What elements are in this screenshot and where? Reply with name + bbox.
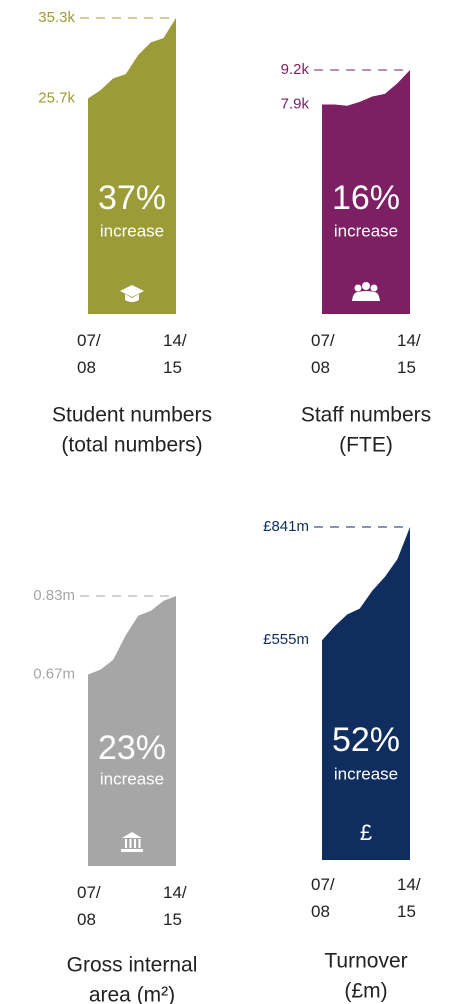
area: [322, 70, 410, 314]
x-tick-label: 07/08: [311, 875, 335, 921]
increase-label: increase: [334, 764, 398, 783]
value-label: 9.2k: [281, 61, 310, 78]
icon: [129, 839, 132, 848]
increase-label: increase: [334, 221, 398, 240]
percent-change: 23%: [98, 729, 166, 767]
icon: £: [360, 820, 372, 845]
icon: [352, 291, 380, 301]
percent-change: 37%: [98, 179, 166, 217]
x-tick-label: 07/08: [77, 331, 101, 377]
value-label: 0.67m: [33, 666, 75, 683]
value-label: £555m: [263, 631, 309, 648]
value-label: 7.9k: [281, 95, 310, 112]
icon: [125, 839, 127, 848]
value-label: 25.7k: [38, 89, 75, 106]
chart-title: Turnover: [324, 950, 407, 973]
chart-title: Student numbers: [52, 404, 212, 427]
area: [322, 527, 410, 860]
area: [88, 18, 176, 314]
value-label: 0.83m: [33, 587, 75, 604]
x-tick-label: 14/15: [163, 331, 187, 377]
value-label: 35.3k: [38, 9, 75, 26]
icon: [138, 839, 141, 848]
x-tick-label: 14/15: [163, 883, 187, 929]
area: [88, 596, 176, 866]
x-tick-label: 14/15: [397, 331, 421, 377]
chart-title: (total numbers): [61, 434, 202, 457]
x-tick-label: 07/08: [311, 331, 335, 377]
chart-title: (£m): [344, 980, 387, 1003]
icon: [120, 285, 144, 302]
chart-title: (FTE): [339, 434, 393, 457]
icon: [370, 284, 378, 292]
icon: [134, 839, 136, 848]
icon: [354, 284, 362, 292]
increase-label: increase: [100, 221, 164, 240]
icon: [121, 849, 143, 852]
percent-change: 16%: [332, 179, 400, 217]
icon: [122, 832, 142, 838]
icon: [362, 282, 370, 290]
increase-label: increase: [100, 769, 164, 788]
chart-title: Gross internal: [67, 954, 198, 977]
x-tick-label: 07/08: [77, 883, 101, 929]
percent-change: 52%: [332, 721, 400, 759]
chart-title: Staff numbers: [301, 404, 431, 427]
chart-title: area (m²): [89, 984, 175, 1004]
x-tick-label: 14/15: [397, 875, 421, 921]
value-label: £841m: [263, 518, 309, 535]
